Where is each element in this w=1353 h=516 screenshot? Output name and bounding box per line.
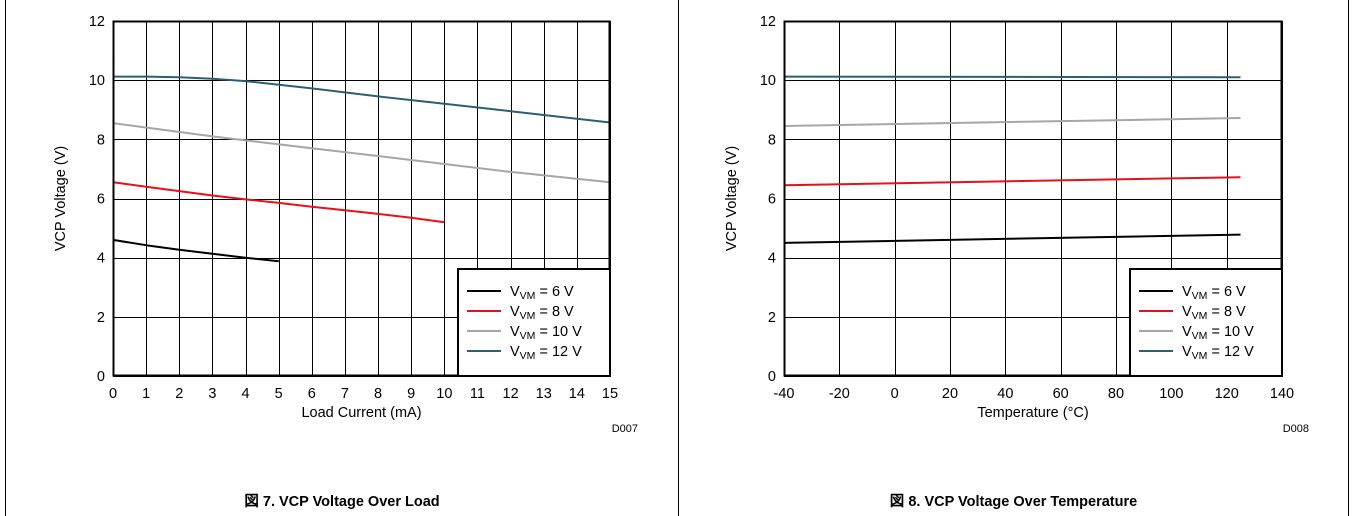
y-tick-label: 8 <box>768 132 776 148</box>
x-tick-label: 40 <box>997 386 1013 402</box>
x-tick-label: 60 <box>1053 386 1069 402</box>
y-tick-label: 12 <box>760 14 776 30</box>
x-tick-label: 13 <box>536 386 552 402</box>
series-line-8v <box>783 176 1241 187</box>
y-tick-label: 4 <box>768 251 776 267</box>
y-tick-label: 2 <box>97 310 105 326</box>
x-tick-label: 0 <box>891 386 899 402</box>
x-tick-label: -20 <box>829 386 850 402</box>
y-tick-label: 6 <box>97 192 105 208</box>
y-axis-label: VCP Voltage (V) <box>53 146 69 251</box>
x-tick-label: 14 <box>569 386 585 402</box>
legend-box <box>457 268 611 377</box>
x-tick-label: 4 <box>241 386 249 402</box>
legend-label: VVM = 8 V <box>510 304 574 322</box>
series-line-10v <box>783 117 1241 127</box>
x-tick-label: 12 <box>503 386 519 402</box>
y-tick-label: 0 <box>768 369 776 385</box>
y-tick-label: 2 <box>768 310 776 326</box>
x-tick-label: 7 <box>341 386 349 402</box>
legend-label: VVM = 12 V <box>510 344 582 362</box>
legend-label: VVM = 10 V <box>1182 324 1254 342</box>
x-axis-label: Load Current (mA) <box>301 405 421 421</box>
plot-border <box>783 20 1283 377</box>
x-tick-label: 10 <box>436 386 452 402</box>
x-tick-label: 11 <box>470 386 485 402</box>
y-tick-label: 6 <box>768 192 776 208</box>
x-tick-label: 100 <box>1159 386 1183 402</box>
series-line-12v <box>783 75 1241 79</box>
y-tick-label: 10 <box>89 73 105 89</box>
legend-label: VVM = 6 V <box>510 284 574 302</box>
x-tick-label: 8 <box>374 386 382 402</box>
series-line-8v <box>112 181 445 224</box>
y-tick-label: 0 <box>97 369 105 385</box>
x-tick-label: 120 <box>1215 386 1239 402</box>
legend-box <box>1129 268 1283 377</box>
x-tick-label: 3 <box>208 386 216 402</box>
legend-label: VVM = 6 V <box>1182 284 1246 302</box>
legend-label: VVM = 8 V <box>1182 304 1246 322</box>
y-axis-label: VCP Voltage (V) <box>724 146 740 251</box>
x-tick-label: 20 <box>942 386 958 402</box>
x-tick-label: 5 <box>275 386 283 402</box>
x-tick-label: 0 <box>109 386 117 402</box>
series-line-10v <box>112 122 611 184</box>
x-axis-label: Temperature (°C) <box>977 405 1088 421</box>
y-tick-label: 12 <box>89 14 105 30</box>
x-tick-label: 2 <box>175 386 183 402</box>
legend-label: VVM = 10 V <box>510 324 582 342</box>
x-tick-label: 140 <box>1270 386 1294 402</box>
y-tick-label: 8 <box>97 132 105 148</box>
figure-caption-8: 図 8. VCP Voltage Over Temperature <box>889 494 1138 510</box>
series-line-6v <box>783 233 1241 244</box>
figure-caption-7: 図 7. VCP Voltage Over Load <box>244 494 440 510</box>
y-tick-label: 4 <box>97 251 105 267</box>
chart-temperature: -40 -20 0 20 40 60 80 100 120 140 0 2 4 6 8 10 12 Tempera… <box>724 14 1309 435</box>
figure-id: D007 <box>612 423 638 435</box>
x-tick-label: 1 <box>142 386 150 402</box>
x-tick-label: 6 <box>308 386 316 402</box>
x-tick-label: 9 <box>407 386 415 402</box>
series-line-12v <box>113 75 611 124</box>
y-tick-label: 10 <box>760 73 776 89</box>
plot-border <box>112 20 611 377</box>
figure-id: D008 <box>1283 423 1309 435</box>
legend-label: VVM = 12 V <box>1182 344 1254 362</box>
x-tick-label: 15 <box>602 386 618 402</box>
series-line-6v <box>112 238 279 263</box>
x-tick-label: 80 <box>1108 386 1124 402</box>
x-tick-label: -40 <box>774 386 795 402</box>
